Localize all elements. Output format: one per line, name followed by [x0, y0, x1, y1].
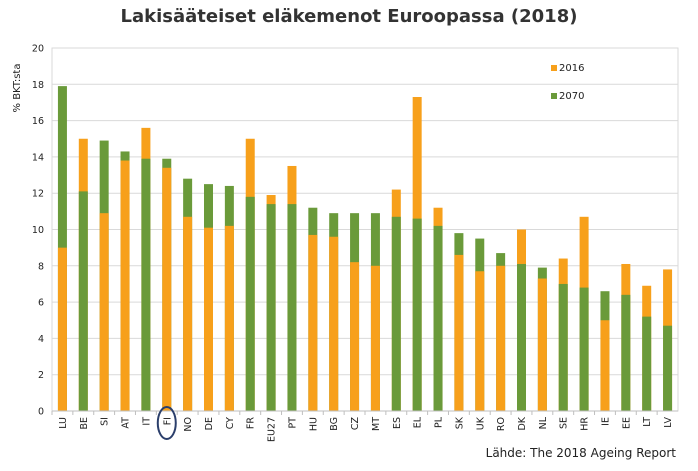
- chart-title: Lakisääteiset eläkemenot Euroopassa (201…: [120, 6, 578, 27]
- bar-fr-2070: [245, 196, 255, 411]
- bar-se-2070: [558, 283, 568, 411]
- x-tick-label-el: EL: [413, 416, 424, 428]
- x-tick-label-se: SE: [559, 417, 570, 429]
- x-tick-label-no: NO: [183, 417, 194, 432]
- legend-label-2070: 2070: [559, 91, 584, 102]
- x-tick-label-dk: DK: [517, 416, 528, 430]
- y-tick-label: 6: [38, 298, 44, 309]
- bar-cy-2016: [224, 225, 234, 411]
- legend-label-2016: 2016: [559, 63, 584, 74]
- legend-swatch-2016: [551, 65, 557, 71]
- x-tick-label-nl: NL: [538, 416, 549, 429]
- x-tick-label-pt: PT: [287, 417, 298, 429]
- x-tick-label-hr: HR: [580, 417, 591, 431]
- x-tick-label-bg: BG: [329, 417, 340, 431]
- legend-swatch-2070: [551, 93, 557, 99]
- bar-uk-2016: [475, 271, 485, 411]
- x-tick-label-be: BE: [79, 417, 90, 430]
- y-tick-label: 18: [32, 80, 44, 91]
- bar-hu-2016: [308, 234, 318, 411]
- axes: 0 2 4 6 8 10 12 14 16 18 20 LU BE SI AT IT FI NO DE CY FR EU2…: [32, 44, 678, 442]
- y-tick-label: 4: [38, 334, 44, 345]
- y-tick-label: 2: [38, 370, 44, 381]
- bar-ro-2016: [496, 265, 506, 411]
- x-tick-label-si: SI: [100, 417, 111, 426]
- bars: [57, 86, 673, 412]
- bar-lu-2016: [57, 247, 67, 411]
- y-tick-label: 12: [32, 189, 44, 200]
- gridlines: [51, 47, 679, 412]
- bar-fi-2016: [162, 167, 172, 411]
- x-tick-label-lu: LU: [58, 417, 69, 429]
- y-tick-label: 14: [32, 152, 44, 163]
- bar-at-2016: [120, 160, 130, 411]
- x-tick-label-ro: RO: [496, 417, 507, 431]
- bar-pt-2070: [287, 204, 297, 411]
- highlight-circle: [156, 406, 177, 440]
- bar-hr-2070: [579, 287, 589, 411]
- x-tick-label-de: DE: [204, 417, 215, 430]
- bar-es-2070: [391, 216, 401, 411]
- bar-lv-2070: [663, 325, 673, 411]
- y-tick-label: 8: [38, 261, 44, 272]
- x-tick-label-lt: LT: [642, 417, 653, 427]
- x-tick-label-uk: UK: [475, 416, 486, 430]
- bar-dk-2070: [517, 263, 526, 411]
- y-tick-label: 16: [32, 116, 44, 127]
- x-tick-label-sk: SK: [454, 416, 465, 429]
- bar-bg-2016: [329, 236, 339, 411]
- x-tick-label-ee: EE: [621, 417, 632, 429]
- bar-it-2070: [141, 158, 151, 411]
- x-tick-label-ie: IE: [600, 417, 611, 426]
- x-tick-label-cy: CY: [225, 417, 236, 429]
- bar-el-2070: [412, 218, 422, 411]
- bar-be-2070: [78, 191, 88, 411]
- y-tick-label: 10: [32, 225, 44, 236]
- bar-sk-2016: [454, 254, 464, 411]
- x-tick-label-lv: LV: [663, 417, 674, 428]
- bar-eu27-2070: [266, 204, 276, 411]
- bar-ee-2070: [621, 294, 631, 411]
- x-tick-label-mt: MT: [371, 417, 382, 431]
- bar-de-2016: [204, 227, 213, 411]
- x-tick-label-pl: PL: [434, 416, 445, 428]
- bar-nl-2016: [537, 278, 547, 411]
- bar-ie-2016: [600, 320, 610, 411]
- bar-mt-2016: [370, 265, 380, 411]
- bar-no-2016: [183, 216, 193, 411]
- x-tick-label-hu: HU: [308, 417, 319, 431]
- x-tick-label-at: AT: [121, 417, 132, 429]
- x-tick-label-es: ES: [392, 417, 403, 429]
- x-tick-label-eu27: EU27: [267, 417, 278, 442]
- y-axis-label: % BKT:sta: [12, 64, 23, 113]
- source-note: Lähde: The 2018 Ageing Report: [485, 446, 676, 460]
- x-tick-label-fr: FR: [246, 417, 257, 429]
- legend: 2016 2070: [551, 63, 584, 102]
- bar-cz-2016: [350, 262, 360, 411]
- x-tick-label-it: IT: [141, 417, 152, 426]
- y-tick-label: 0: [38, 407, 44, 418]
- bar-lt-2070: [642, 316, 652, 411]
- x-tick-label-fi: FI: [162, 417, 173, 425]
- bar-pl-2070: [433, 225, 443, 411]
- bar-si-2016: [99, 213, 109, 411]
- x-tick-label-cz: CZ: [350, 417, 361, 431]
- y-tick-label: 20: [32, 44, 44, 55]
